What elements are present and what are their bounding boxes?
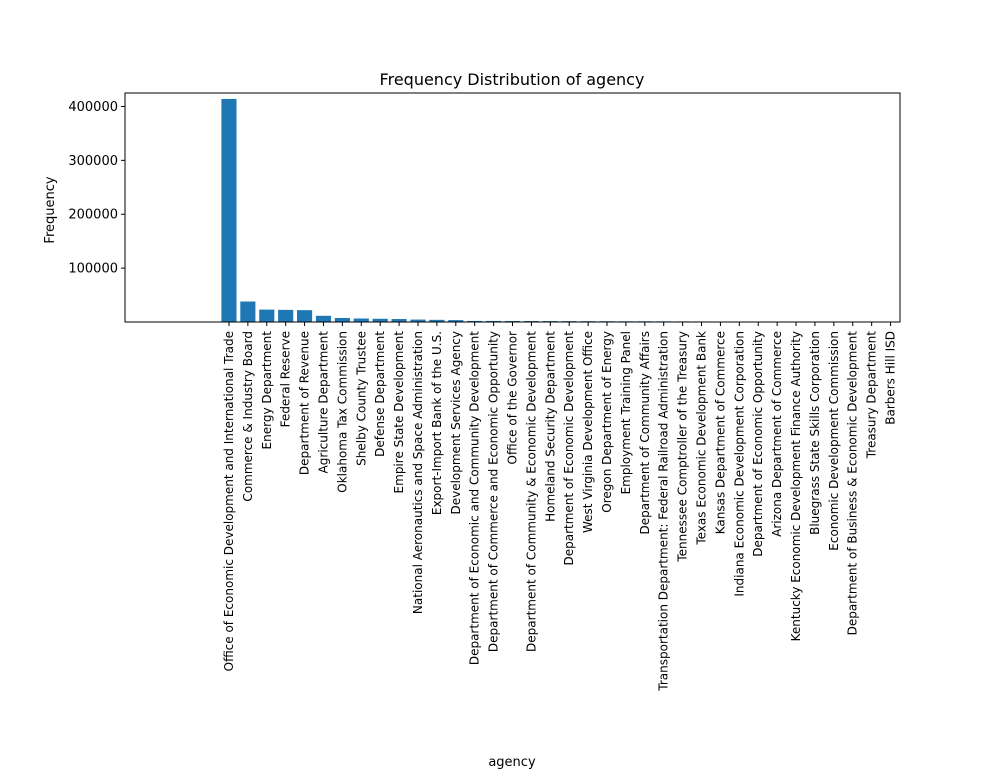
x-tick-label: Defense Department <box>373 331 387 457</box>
x-tick-label: Barbers Hill ISD <box>884 331 898 425</box>
x-tick-label: Employment Training Panel <box>619 331 633 494</box>
x-tick-label: Kansas Department of Commerce <box>713 331 727 534</box>
x-tick-label: Agriculture Department <box>316 331 330 474</box>
x-tick-label: Federal Reserve <box>279 331 293 427</box>
bar <box>221 99 236 322</box>
x-tick-label: Department of Commerce and Economic Oppo… <box>487 331 501 652</box>
x-tick-label: Tennessee Comptroller of the Treasury <box>676 331 690 563</box>
x-tick-label: Department of Economic Opportunity <box>751 331 765 557</box>
y-tick-label: 100000 <box>68 262 118 277</box>
x-tick-label: Development Services Agency <box>449 331 463 515</box>
x-tick-label: Department of Business & Economic Develo… <box>846 331 860 636</box>
x-tick-label: Shelby County Trustee <box>354 331 368 466</box>
y-tick-label: 300000 <box>68 154 118 169</box>
x-tick-label: Oregon Department of Energy <box>600 331 614 513</box>
y-tick-label: 200000 <box>68 208 118 223</box>
x-tick-label: Export-Import Bank of the U.S. <box>430 331 444 515</box>
x-tick-label: Indiana Economic Development Corporation <box>732 331 746 597</box>
bar <box>354 319 369 323</box>
x-tick-label: West Virginia Development Office <box>581 331 595 533</box>
x-tick-label: Kentucky Economic Development Finance Au… <box>789 331 803 641</box>
x-tick-label: Department of Community Affairs <box>638 331 652 534</box>
bar <box>259 310 274 322</box>
y-tick-label: 400000 <box>68 100 118 115</box>
x-tick-label: Commerce & Industry Board <box>241 331 255 502</box>
x-tick-label: Department of Community & Economic Devel… <box>524 331 538 652</box>
bar <box>335 318 350 322</box>
x-tick-label: Department of Revenue <box>298 331 312 475</box>
x-tick-label: Office of the Governor <box>506 331 520 465</box>
bar <box>240 302 255 322</box>
bar <box>297 310 312 322</box>
x-tick-label: Energy Department <box>260 331 274 450</box>
chart-title: Frequency Distribution of agency <box>380 70 645 89</box>
x-tick-label: Texas Economic Development Bank <box>695 331 709 546</box>
x-tick-label: Department of Economic and Community Dev… <box>468 331 482 665</box>
bar <box>316 316 331 322</box>
x-tick-label: Office of Economic Development and Inter… <box>222 331 236 671</box>
bar <box>278 310 293 322</box>
x-tick-label: Treasury Department <box>865 331 879 460</box>
x-tick-label: Empire State Development <box>392 331 406 494</box>
x-tick-label: Bluegrass State Skills Corporation <box>808 331 822 535</box>
x-tick-label: Economic Development Commission <box>827 331 841 551</box>
x-tick-label: Oklahoma Tax Commission <box>335 331 349 493</box>
x-tick-label: Department of Economic Development <box>562 331 576 566</box>
x-tick-label: Transportation Department: Federal Railr… <box>657 331 671 692</box>
x-tick-label: Homeland Security Department <box>543 331 557 522</box>
x-tick-label: Arizona Department of Commerce <box>770 331 784 537</box>
x-tick-label: National Aeronautics and Space Administr… <box>411 331 425 614</box>
x-axis-label: agency <box>488 755 536 770</box>
y-axis-label: Frequency <box>43 176 58 243</box>
